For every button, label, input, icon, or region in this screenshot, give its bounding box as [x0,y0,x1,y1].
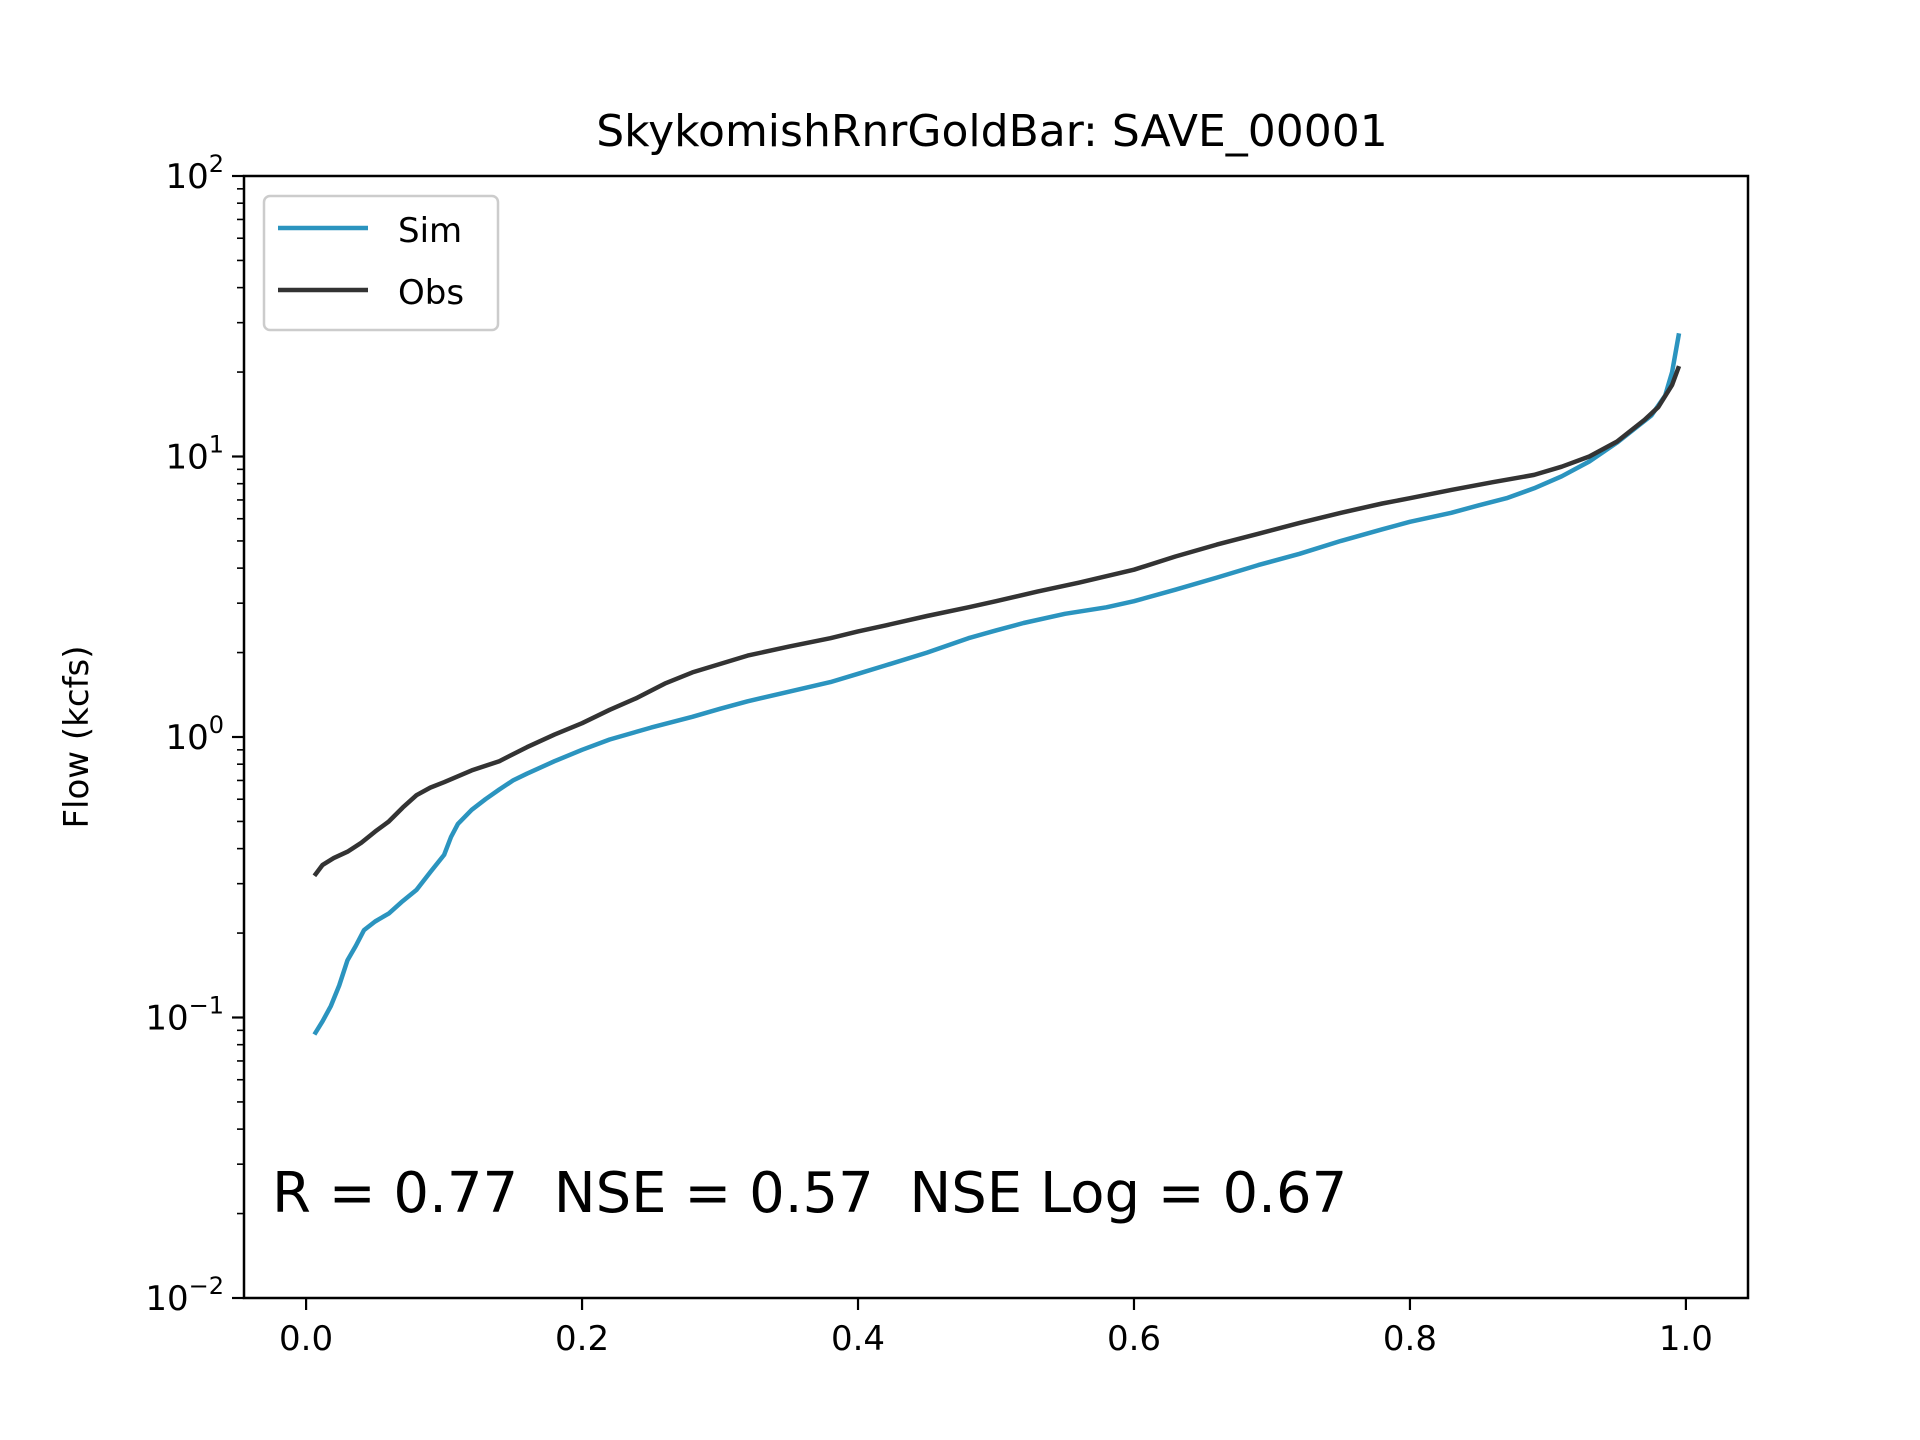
x-tick-label: 0.0 [279,1319,333,1359]
x-tick-label: 0.4 [831,1319,885,1359]
chart-title: SkykomishRnrGoldBar: SAVE_00001 [596,106,1388,157]
legend-obs-label: Obs [398,273,464,313]
y-tick-label: 102 [165,150,224,197]
y-axis-label: Flow (kcfs) [57,645,97,828]
plot-frame [242,174,1750,1300]
legend-sim-label: Sim [398,211,462,251]
legend: Sim Obs [262,194,500,332]
y-tick-label: 10−2 [145,1272,224,1319]
x-tick-label: 1.0 [1659,1319,1713,1359]
series-line-obs [312,365,1682,878]
y-axis-ticks: 102 101 100 10−1 10−2 [145,150,244,1319]
y-tick-label: 101 [165,431,224,478]
x-tick-label: 0.6 [1107,1319,1161,1359]
stats-annotation: R = 0.77 NSE = 0.57 NSE Log = 0.67 [272,1161,1347,1226]
series-line-sim [312,332,1682,1036]
x-tick-label: 0.2 [555,1319,609,1359]
x-axis-ticks: 0.0 0.2 0.4 0.6 0.8 1.0 [279,1298,1713,1359]
x-tick-label: 0.8 [1383,1319,1437,1359]
y-tick-label: 100 [165,711,224,758]
series-layer [312,332,1682,1036]
y-tick-label: 10−1 [145,992,224,1039]
